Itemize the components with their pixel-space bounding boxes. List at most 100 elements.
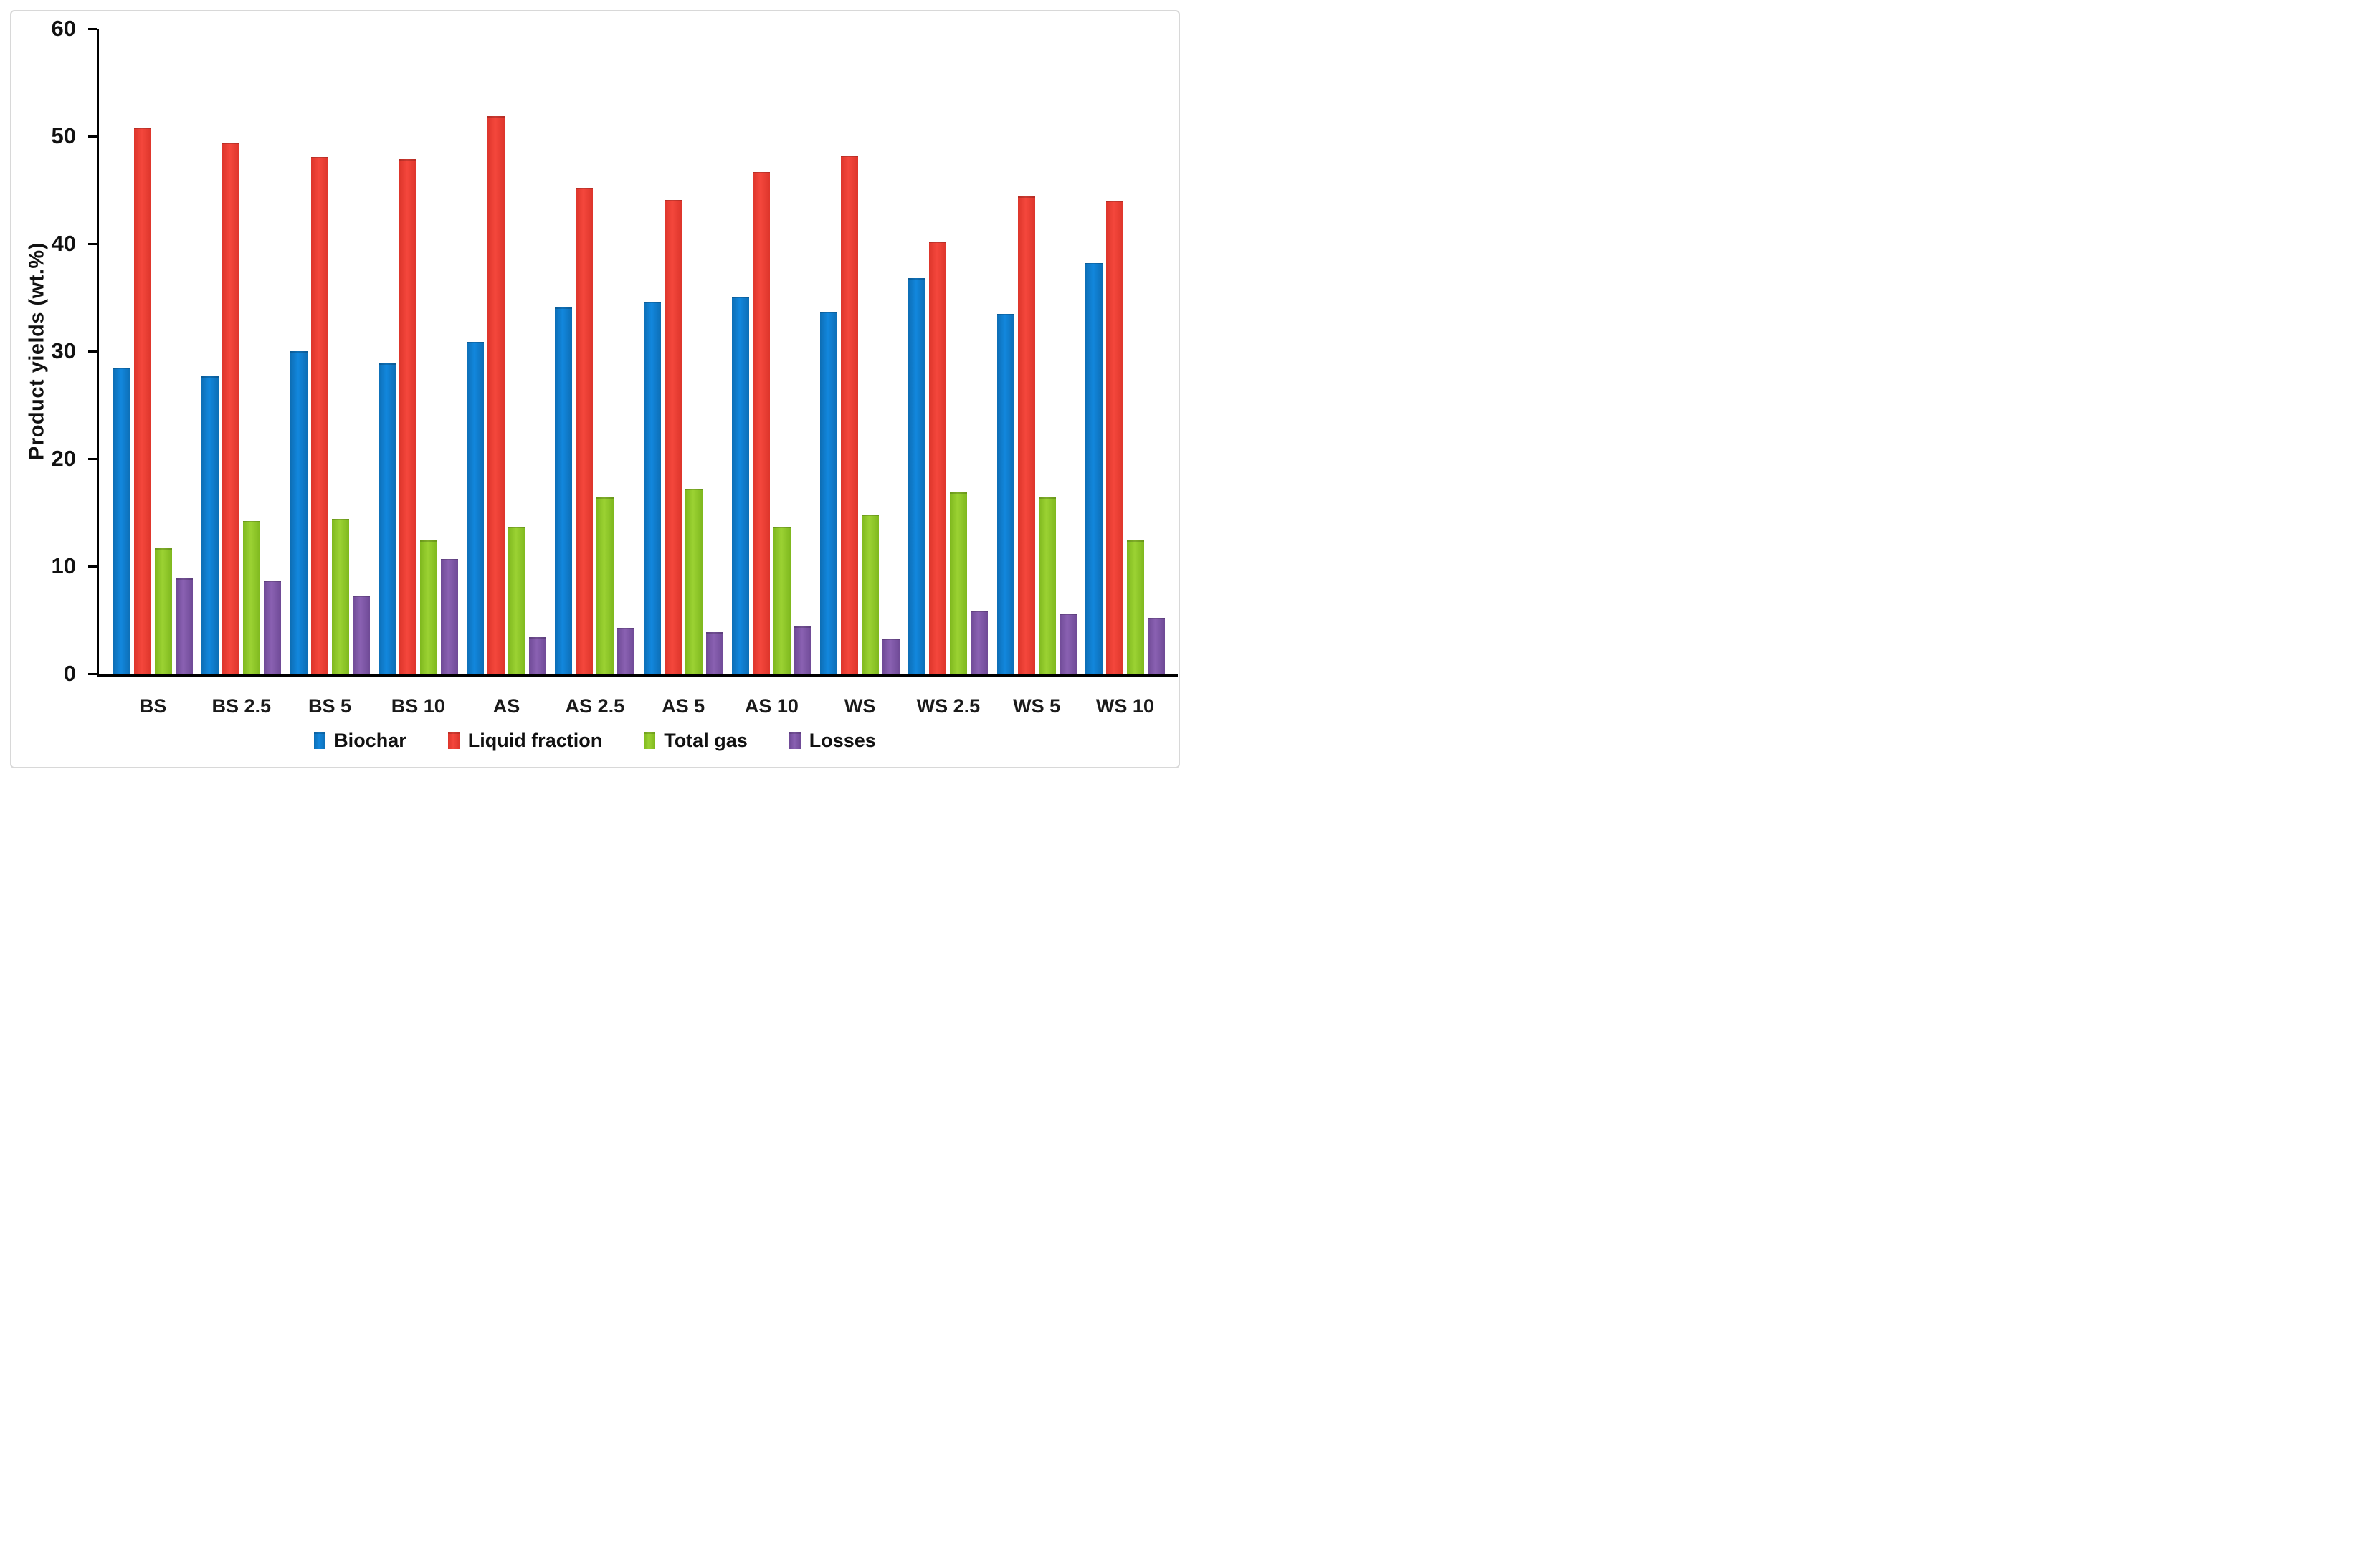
bar-liquid-fraction — [134, 128, 151, 674]
bar-total-gas — [950, 492, 968, 674]
bar-losses — [440, 558, 458, 674]
bar-group-ws-2.5: WS 2.5 — [908, 29, 989, 717]
bar-group-bs: BS — [113, 29, 193, 717]
bar-group-as: AS — [467, 29, 547, 717]
x-category-label: AS 2.5 — [565, 695, 625, 717]
bar-losses — [176, 578, 193, 674]
bar-losses — [264, 580, 282, 674]
y-tick-label: 30 — [51, 338, 76, 363]
bar-liquid-fraction — [310, 156, 328, 674]
x-category-label: AS 5 — [662, 695, 705, 717]
bar-biochar — [378, 363, 396, 674]
bar-liquid-fraction — [576, 188, 594, 674]
bar-group-ws-5: WS 5 — [996, 29, 1077, 717]
bar-biochar — [290, 351, 308, 674]
bar-total-gas — [685, 489, 703, 674]
bar-group-bs-2.5: BS 2.5 — [201, 29, 282, 717]
bar-groups: BS BS 2.5 BS 5 BS 10 AS AS 2.5 AS 5 AS 10 WS WS 2… — [99, 29, 1178, 717]
bar-group-bs-5: BS 5 — [290, 29, 370, 717]
bar-losses — [705, 631, 723, 674]
legend-item-losses: Losses — [789, 730, 876, 752]
bar-liquid-fraction — [664, 199, 682, 674]
bar-biochar — [643, 302, 661, 674]
y-tick-label: 10 — [51, 553, 76, 578]
bar-total-gas — [773, 526, 791, 674]
bar-total-gas — [862, 515, 880, 674]
bar-group-ws-10: WS 10 — [1085, 29, 1165, 717]
bar-liquid-fraction — [1105, 201, 1123, 674]
legend-marker-icon — [447, 732, 460, 749]
bar-total-gas — [331, 519, 349, 674]
bar-biochar — [467, 341, 485, 674]
x-category-label: BS 2.5 — [211, 695, 272, 717]
bar-group-as-10: AS 10 — [731, 29, 811, 717]
legend-marker-icon — [644, 732, 656, 749]
bar-biochar — [201, 376, 219, 674]
legend-item-liquid-fraction: Liquid fraction — [447, 730, 603, 752]
bar-biochar — [555, 307, 573, 674]
bar-liquid-fraction — [752, 171, 770, 674]
bar-losses — [1059, 614, 1077, 674]
bar-group-bs-10: BS 10 — [378, 29, 458, 717]
y-tick-mark — [88, 242, 97, 245]
y-tick-label: 0 — [63, 661, 76, 686]
bar-total-gas — [1038, 497, 1056, 674]
legend-item-biochar: Biochar — [314, 730, 406, 752]
y-tick-mark — [88, 565, 97, 568]
y-tick-mark — [88, 135, 97, 138]
legend: Biochar Liquid fraction Total gas Losses — [0, 730, 1190, 752]
bar-liquid-fraction — [399, 158, 416, 674]
bar-biochar — [820, 311, 838, 674]
bar-liquid-fraction — [929, 242, 947, 674]
bar-liquid-fraction — [1017, 196, 1035, 674]
bar-biochar — [113, 367, 130, 674]
x-category-label: AS 10 — [744, 695, 799, 717]
legend-marker-icon — [789, 732, 801, 749]
bar-total-gas — [1126, 540, 1144, 674]
bar-liquid-fraction — [487, 115, 505, 674]
bar-losses — [882, 638, 900, 674]
bar-losses — [617, 627, 635, 674]
x-category-label: WS 5 — [1013, 695, 1061, 717]
bar-group-as-2.5: AS 2.5 — [555, 29, 635, 717]
x-category-label: WS 2.5 — [916, 695, 981, 717]
bar-total-gas — [419, 540, 437, 674]
x-category-label: WS 10 — [1095, 695, 1154, 717]
y-tick-label: 50 — [51, 123, 76, 148]
bar-biochar — [1085, 263, 1103, 674]
legend-label: Liquid fraction — [467, 730, 603, 751]
y-tick-mark — [88, 27, 97, 30]
bar-total-gas — [596, 497, 614, 674]
y-tick-mark — [88, 672, 97, 675]
bar-biochar — [908, 278, 926, 674]
x-category-label: BS — [139, 695, 167, 717]
x-category-label: AS — [492, 695, 520, 717]
y-tick-mark — [88, 350, 97, 353]
y-tick-label: 40 — [51, 231, 76, 256]
bar-liquid-fraction — [222, 143, 240, 674]
bar-losses — [794, 626, 811, 674]
bar-total-gas — [243, 521, 261, 674]
bar-group-ws: WS — [820, 29, 900, 717]
bar-group-as-5: AS 5 — [643, 29, 723, 717]
legend-label: Total gas — [664, 730, 748, 751]
x-category-label: BS 5 — [308, 695, 352, 717]
bar-biochar — [731, 296, 749, 674]
x-category-label: WS — [844, 695, 876, 717]
bar-total-gas — [508, 526, 526, 674]
y-tick-mark — [88, 457, 97, 460]
bar-liquid-fraction — [841, 156, 859, 674]
legend-label: Losses — [809, 730, 876, 751]
bar-losses — [352, 595, 370, 674]
y-tick-label: 60 — [51, 16, 76, 41]
yield-bar-chart-figure: Product yields (wt.%) 0 10 20 30 40 50 60 BS BS… — [0, 0, 1190, 778]
x-category-label: BS 10 — [391, 695, 445, 717]
bar-biochar — [996, 313, 1014, 674]
bar-losses — [529, 637, 547, 674]
legend-item-total-gas: Total gas — [644, 730, 748, 752]
legend-marker-icon — [314, 732, 326, 749]
bar-total-gas — [155, 548, 172, 674]
bar-losses — [971, 610, 989, 674]
y-tick-label: 20 — [51, 446, 76, 471]
legend-label: Biochar — [334, 730, 406, 751]
